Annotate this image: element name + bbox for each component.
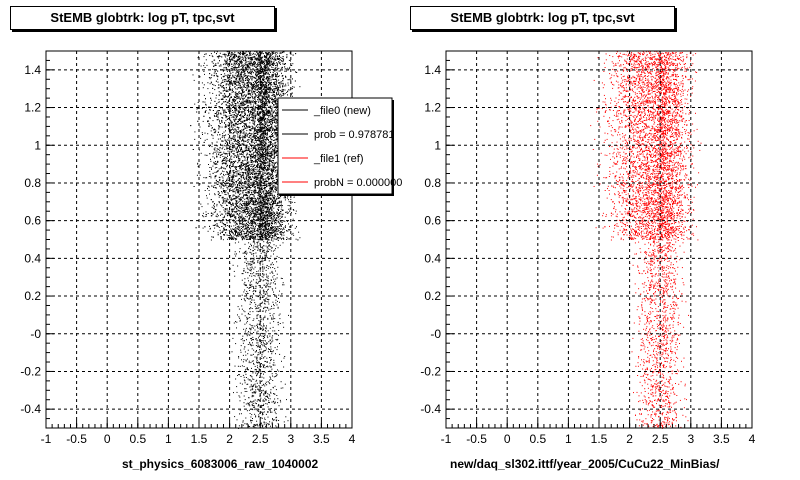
x-tick-label: -0.5: [466, 432, 487, 446]
y-tick-label: 0.2: [24, 289, 41, 303]
y-tick-label: 1.2: [24, 101, 41, 115]
x-tick-label: 3: [687, 432, 694, 446]
y-tick-label: 1: [434, 138, 441, 152]
y-tick-label: 0.6: [24, 214, 41, 228]
y-tick-label: 1.4: [24, 63, 41, 77]
y-tick-label: -0: [30, 327, 41, 341]
y-tick-label: -0.2: [20, 364, 41, 378]
x-tick-label: 1.5: [591, 432, 608, 446]
x-tick-label: 0: [504, 432, 511, 446]
y-tick-label: 0.4: [24, 251, 41, 265]
y-tick-label: 1.4: [424, 63, 441, 77]
y-tick-label: -0.4: [420, 402, 441, 416]
legend-label-3: probN = 0.000000: [314, 177, 402, 189]
x-tick-label: 1: [565, 432, 572, 446]
x-tick-label: 3: [287, 432, 294, 446]
y-tick-label: 0.8: [424, 176, 441, 190]
panel-left-xlabel: st_physics_6083006_raw_1040002: [122, 457, 319, 471]
y-tick-label: 0.6: [424, 214, 441, 228]
x-tick-label: -1: [441, 432, 452, 446]
x-tick-label: 2.5: [652, 432, 669, 446]
panel-right-plot: -1 -0.5 0 0.5 1 1.5 2 2.5 3 3.5 4 -0.4 -0.2 -0 0.2 0.4 0…: [420, 50, 756, 446]
x-tick-label: 2: [226, 432, 233, 446]
y-tick-label: 0.2: [424, 289, 441, 303]
x-tick-label: 3.5: [713, 432, 730, 446]
x-tick-label: 0: [104, 432, 111, 446]
legend-box: _file0 (new) prob = 0.978781 _file1 (ref) p…: [277, 97, 402, 196]
y-tick-label: 0.4: [424, 251, 441, 265]
scatter-region-1-0: [590, 51, 702, 241]
panel-left-plot: -1 -0.5 0 0.5 1 1.5 2 2.5 3 3.5 4 -0.4 -0.2 -0 0.2 0.4 0…: [20, 50, 356, 446]
y-tick-label: 1: [34, 138, 41, 152]
y-tick-label: 1.2: [424, 101, 441, 115]
plot-frame: [445, 50, 753, 429]
legend-label-1: prob = 0.978781: [314, 129, 394, 141]
legend-label-2: _file1 (ref): [313, 153, 364, 165]
legend-label-0: _file0 (new): [313, 105, 371, 117]
x-tick-label: 4: [749, 432, 756, 446]
panel-right-xlabel: new/daq_sl302.ittf/year_2005/CuCu22_MinB…: [450, 457, 720, 471]
y-tick-label: -0: [430, 327, 441, 341]
panel-right-title: StEMB globtrk: log pT, tpc,svt: [410, 6, 675, 30]
x-tick-label: 3.5: [313, 432, 330, 446]
x-tick-label: 0.5: [529, 432, 546, 446]
scatter-region-1-1: [629, 239, 689, 429]
x-tick-label: -0.5: [66, 432, 87, 446]
x-tick-label: 2.5: [252, 432, 269, 446]
y-tick-label: 0.8: [24, 176, 41, 190]
x-tick-label: 2: [626, 432, 633, 446]
scatter-region-0-0: [190, 51, 302, 241]
panel-left-title: StEMB globtrk: log pT, tpc,svt: [10, 6, 275, 30]
scatter-region-0-1: [229, 239, 289, 429]
scatter-points-0: [190, 51, 302, 429]
y-tick-label: -0.2: [420, 364, 441, 378]
x-tick-label: -1: [41, 432, 52, 446]
x-tick-label: 1: [165, 432, 172, 446]
scatter-points-1: [590, 51, 702, 429]
x-tick-label: 4: [349, 432, 356, 446]
plot-frame: [45, 50, 353, 429]
x-tick-label: 1.5: [191, 432, 208, 446]
y-tick-label: -0.4: [20, 402, 41, 416]
x-tick-label: 0.5: [129, 432, 146, 446]
